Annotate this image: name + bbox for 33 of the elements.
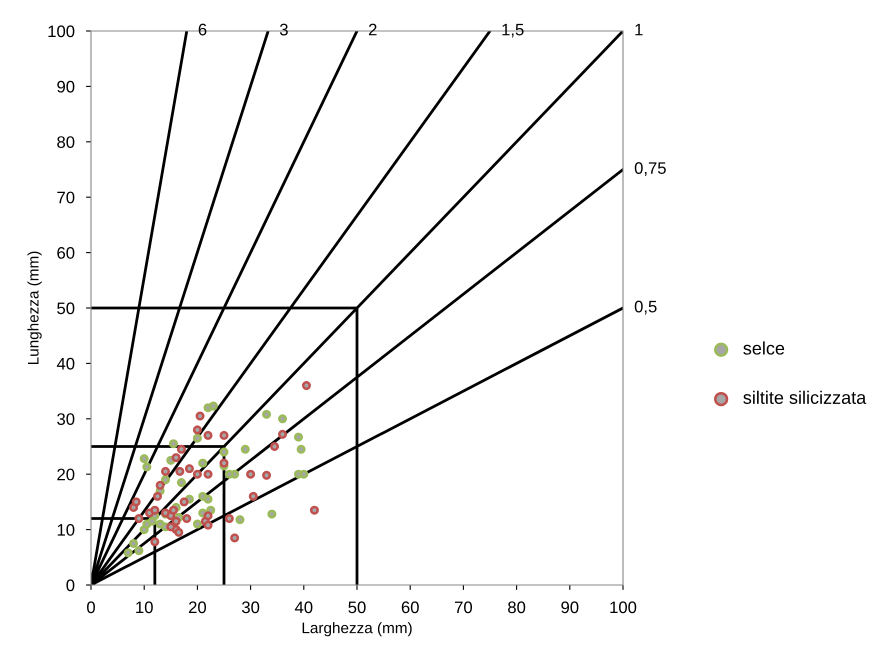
y-tick-label: 80: [57, 136, 74, 148]
x-tick-label: 100: [610, 601, 636, 614]
annotation: 2: [368, 24, 377, 36]
x-tick-label: 70: [454, 601, 472, 614]
x-tick-label: 60: [402, 601, 419, 614]
annotation: 1: [635, 24, 643, 36]
x-tick-label: 90: [561, 601, 578, 614]
y-tick-label: 60: [57, 247, 74, 259]
x-tick-label: 50: [348, 601, 366, 614]
x-tick-label: 30: [242, 601, 260, 614]
y-tick-label: 30: [57, 413, 74, 426]
annotation: 3: [280, 24, 288, 36]
x-tick-label: 20: [188, 601, 206, 614]
legend-label: siltite silicizzata: [743, 390, 866, 404]
y-tick-label: 70: [57, 192, 74, 204]
annotation: 6: [198, 24, 206, 36]
x-tick-label: 40: [294, 601, 312, 614]
y-tick-label: 100: [48, 25, 74, 38]
x-tick-label: 0: [87, 601, 95, 614]
x-tick-label: 80: [508, 601, 526, 614]
y-tick-label: 90: [57, 80, 74, 93]
y-tick-label: 40: [56, 358, 74, 370]
legend-label: selce: [743, 341, 784, 355]
annotation: 0,75: [634, 162, 666, 176]
y-tick-label: 0: [66, 579, 74, 592]
annotation: 1,5: [502, 24, 524, 38]
y-axis-title: Lunghezza (mm): [27, 252, 42, 364]
annotation: 0,5: [634, 300, 657, 314]
y-tick-label: 20: [57, 468, 74, 480]
x-axis-title: Larghezza (mm): [302, 622, 412, 636]
y-tick-label: 10: [58, 524, 74, 536]
x-tick-label: 10: [136, 601, 153, 614]
y-tick-label: 50: [57, 302, 74, 314]
